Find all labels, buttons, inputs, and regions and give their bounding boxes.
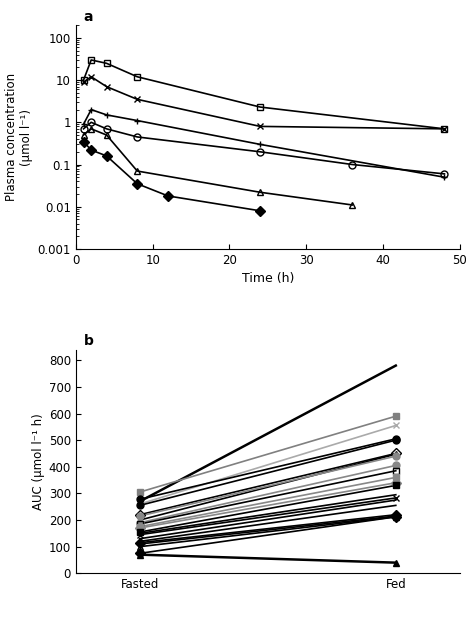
Y-axis label: AUC (μmol l⁻¹ h): AUC (μmol l⁻¹ h) <box>32 413 45 510</box>
Text: a: a <box>83 10 93 24</box>
Y-axis label: Plasma concentration
(μmol l⁻¹): Plasma concentration (μmol l⁻¹) <box>5 73 34 201</box>
Text: b: b <box>83 335 93 348</box>
X-axis label: Time (h): Time (h) <box>242 272 294 285</box>
